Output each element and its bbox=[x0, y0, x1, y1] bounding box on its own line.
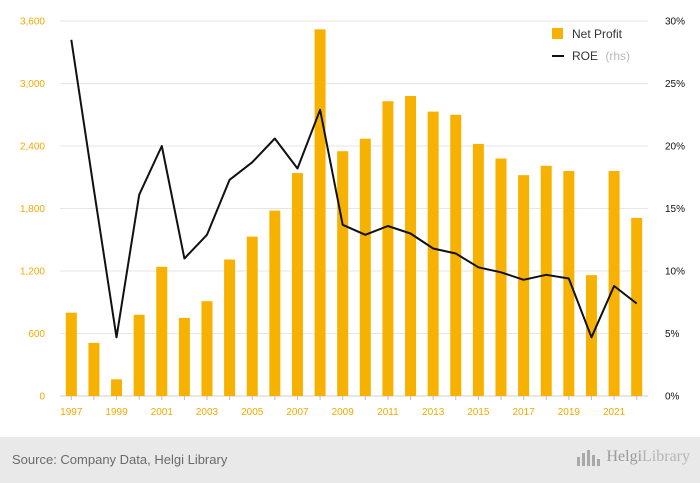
bar-net-profit bbox=[495, 158, 507, 396]
legend-label-roe-suffix: (rhs) bbox=[605, 49, 630, 63]
x-tick-label: 1999 bbox=[105, 407, 128, 418]
bar-net-profit bbox=[337, 151, 349, 396]
roe-line-group bbox=[70, 39, 638, 339]
bar-chart-icon bbox=[577, 450, 601, 466]
x-tick-label: 2017 bbox=[512, 407, 535, 418]
left-tick-label: 2,400 bbox=[20, 142, 45, 153]
x-tick-label: 2001 bbox=[151, 407, 174, 418]
right-tick-label: 5% bbox=[665, 329, 680, 340]
legend-label-roe-name: ROE bbox=[572, 49, 598, 63]
left-tick-label: 1,800 bbox=[20, 204, 45, 215]
legend-label-net-profit: Net Profit bbox=[572, 27, 623, 41]
bar-net-profit bbox=[156, 266, 168, 396]
brand-name-part1: Helgi bbox=[606, 448, 643, 465]
x-tick-label: 2011 bbox=[377, 407, 399, 418]
bar-net-profit bbox=[178, 317, 190, 396]
bar-net-profit bbox=[224, 259, 236, 396]
x-tick-label: 2003 bbox=[196, 407, 219, 418]
right-tick-label: 15% bbox=[665, 204, 685, 215]
legend-swatch-net-profit bbox=[552, 28, 563, 39]
x-tick-label: 1997 bbox=[60, 407, 83, 418]
source-text: Source: Company Data, Helgi Library bbox=[12, 452, 228, 467]
x-tick-label: 2019 bbox=[558, 407, 581, 418]
bar-net-profit bbox=[314, 29, 326, 396]
bar-net-profit bbox=[65, 312, 77, 396]
left-tick-label: 1,200 bbox=[20, 267, 45, 278]
right-tick-label: 0% bbox=[665, 392, 680, 403]
bar-net-profit bbox=[269, 210, 281, 396]
x-tick-label: 2021 bbox=[603, 407, 626, 418]
x-tick-label: 2007 bbox=[286, 407, 309, 418]
bar-net-profit bbox=[246, 236, 258, 396]
x-tick-label: 2013 bbox=[422, 407, 445, 418]
brand-logo[interactable]: HelgiLibrary bbox=[576, 447, 690, 467]
right-tick-label: 30% bbox=[665, 17, 685, 28]
bar-net-profit bbox=[563, 171, 575, 396]
right-tick-label: 20% bbox=[665, 142, 685, 153]
left-tick-label: 600 bbox=[28, 329, 45, 340]
bar-net-profit bbox=[608, 171, 620, 396]
bar-net-profit bbox=[450, 114, 462, 396]
brand-name-part2: Library bbox=[642, 448, 690, 465]
bar-net-profit bbox=[201, 301, 213, 396]
net-profit-bars bbox=[65, 29, 643, 397]
brand-name: HelgiLibrary bbox=[606, 448, 690, 466]
right-axis-ticks: 0% 5% 10% 15% 20% 25% 30% bbox=[665, 17, 685, 403]
bar-net-profit bbox=[88, 342, 100, 396]
x-tick-label: 2005 bbox=[241, 407, 264, 418]
left-tick-label: 3,000 bbox=[20, 79, 45, 90]
right-tick-label: 25% bbox=[665, 79, 685, 90]
bar-net-profit bbox=[111, 379, 123, 396]
legend-label-roe: ROE (rhs) bbox=[572, 49, 630, 63]
x-axis-ticks: 1997 1999 2001 2003 2005 2007 2009 2011 2013 2015… bbox=[60, 396, 638, 418]
left-axis-ticks: 0 600 1,200 1,800 2,400 3,000 3,600 bbox=[20, 17, 45, 403]
x-tick-label: 2015 bbox=[467, 407, 490, 418]
legend: Net Profit ROE (rhs) bbox=[552, 27, 630, 63]
bar-net-profit bbox=[359, 138, 371, 397]
left-tick-label: 0 bbox=[39, 392, 45, 403]
grid-lines bbox=[60, 20, 648, 397]
bar-net-profit bbox=[405, 96, 417, 396]
footer: Source: Company Data, Helgi Library Helg… bbox=[0, 437, 700, 483]
left-tick-label: 3,600 bbox=[20, 17, 45, 28]
bar-net-profit bbox=[427, 111, 439, 396]
roe-line bbox=[70, 39, 638, 339]
bar-net-profit bbox=[472, 143, 484, 396]
bar-net-profit bbox=[518, 175, 530, 396]
right-tick-label: 10% bbox=[665, 267, 685, 278]
bar-net-profit bbox=[291, 173, 303, 396]
bar-net-profit bbox=[133, 314, 145, 396]
bar-net-profit bbox=[540, 165, 552, 396]
bar-net-profit bbox=[382, 101, 394, 396]
bar-net-profit bbox=[631, 217, 643, 396]
chart: 0 600 1,200 1,800 2,400 3,000 3,600 0% 5% 10% 15%… bbox=[20, 17, 685, 419]
x-tick-label: 2009 bbox=[332, 407, 355, 418]
